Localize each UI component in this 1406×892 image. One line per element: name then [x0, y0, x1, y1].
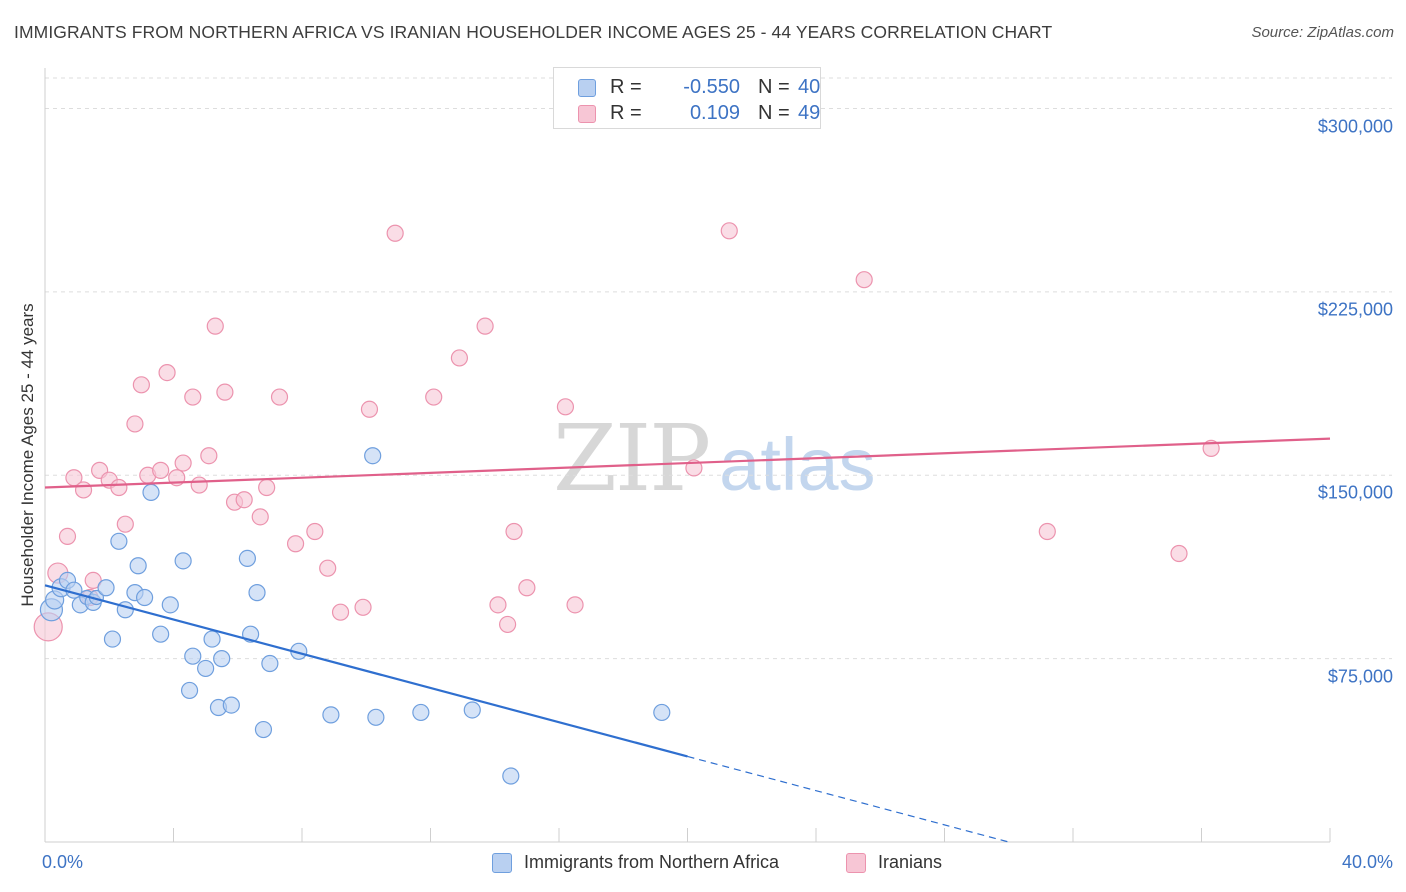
northern-africa-point [463, 701, 481, 719]
northern-africa-point [261, 654, 279, 673]
iranians-point [505, 522, 523, 541]
y-tick-label: $225,000 [1317, 299, 1393, 320]
iranians-point [152, 461, 170, 479]
northern-africa-point [222, 696, 240, 714]
northern-africa-point [184, 647, 202, 665]
northern-africa-point [203, 630, 221, 648]
northern-africa-point [180, 681, 199, 700]
iranians-point [126, 415, 144, 433]
iranians-point [499, 615, 517, 634]
iranians-point [425, 388, 443, 406]
northern-africa-point [110, 532, 128, 550]
y-tick-label: $150,000 [1317, 482, 1393, 503]
northern-africa-point [103, 630, 122, 648]
northern-africa-point [161, 596, 179, 614]
northern-africa-point [97, 579, 115, 597]
y-tick-label: $75,000 [1327, 666, 1393, 687]
iranians-point [566, 596, 584, 614]
legend-r-value: 0.109 [689, 102, 740, 124]
iranians-point [360, 400, 379, 418]
x-tick-label: 40.0% [1341, 852, 1393, 872]
grid-lines [45, 77, 1392, 660]
iranians-point [476, 317, 494, 335]
iranians-point [132, 376, 150, 394]
legend-r-value: -0.550 [683, 76, 740, 98]
northern-africa-trend-extension [687, 755, 1009, 843]
northern-africa-point [502, 767, 520, 785]
northern-africa-point [142, 483, 160, 501]
iranians-point [206, 317, 224, 335]
iranians-point [450, 349, 469, 367]
stats-legend: R = -0.550 N = 40 R = 0.109 N = 49 [553, 67, 821, 129]
northern-africa-point [129, 557, 147, 575]
iranians-point [190, 476, 208, 494]
iranians-point [720, 222, 738, 240]
northern-africa-point [238, 549, 256, 568]
source-label[interactable]: Source: ZipAtlas.com [1251, 24, 1394, 41]
northern-africa-point [412, 703, 430, 722]
northern-africa-point [322, 706, 340, 724]
northern-africa-point [367, 708, 385, 726]
legend-r-label: R = [610, 76, 642, 98]
y-tick-label: $300,000 [1317, 116, 1393, 137]
iranians-point [258, 478, 276, 497]
iranians-point [331, 603, 350, 621]
iranians-point [319, 559, 337, 577]
iranians-point [251, 508, 269, 526]
bottom-legend-label: Iranians [878, 852, 943, 872]
legend-n-value: 49 [798, 102, 821, 124]
iranians-point [386, 224, 404, 242]
legend-swatch-pink [578, 105, 596, 123]
x-tick-label: 0.0% [42, 852, 84, 872]
iranians-point [556, 398, 575, 416]
northern-africa-point [213, 650, 231, 668]
iranians-point [110, 478, 128, 497]
bottom-legend-swatch-pink [846, 853, 866, 873]
northern-africa-point [152, 625, 170, 643]
iranians-point [1202, 439, 1220, 457]
legend-n-value: 40 [798, 76, 821, 98]
trend-lines [44, 437, 1331, 843]
bottom-legend-swatch-blue [492, 853, 512, 873]
iranians-point [174, 454, 192, 472]
northern-africa-point [653, 703, 671, 722]
legend-n-label: N = [758, 102, 790, 124]
northern-africa-point [197, 659, 215, 678]
iranians-point [354, 598, 372, 616]
legend-swatch-blue [578, 79, 596, 97]
iranians-point [74, 481, 93, 499]
iranians-point [200, 447, 218, 465]
iranians-point [1038, 522, 1056, 541]
iranians-point [184, 388, 202, 406]
iranians-point [286, 535, 305, 553]
legend-n-label: N = [758, 76, 790, 98]
iranians-trend-line [44, 437, 1331, 489]
iranians-point [489, 596, 507, 614]
northern-africa-point [135, 588, 154, 607]
northern-africa-points [39, 447, 671, 785]
northern-africa-point [364, 447, 382, 465]
iranians-point [58, 527, 77, 546]
iranians-point [306, 522, 324, 541]
axes [44, 68, 1331, 843]
iranians-point [1170, 544, 1188, 563]
iranians-point [270, 388, 289, 406]
bottom-legend-label: Immigrants from Northern Africa [524, 852, 780, 872]
iranians-point [216, 383, 234, 401]
iranians-point [855, 271, 873, 289]
chart-title: IMMIGRANTS FROM NORTHERN AFRICA VS IRANI… [14, 22, 1053, 42]
iranians-point [518, 579, 536, 597]
legend-r-label: R = [610, 102, 642, 124]
iranians-point [235, 491, 253, 509]
northern-africa-point [248, 584, 266, 602]
northern-africa-point [254, 720, 273, 739]
northern-africa-point [174, 552, 192, 570]
northern-africa-trend-line [44, 584, 688, 758]
iranians-point [116, 515, 134, 533]
y-axis-label: Householder Income Ages 25 - 44 years [18, 303, 37, 607]
iranians-points [33, 222, 1220, 642]
iranians-point [158, 363, 176, 382]
iranians-point [84, 571, 102, 590]
